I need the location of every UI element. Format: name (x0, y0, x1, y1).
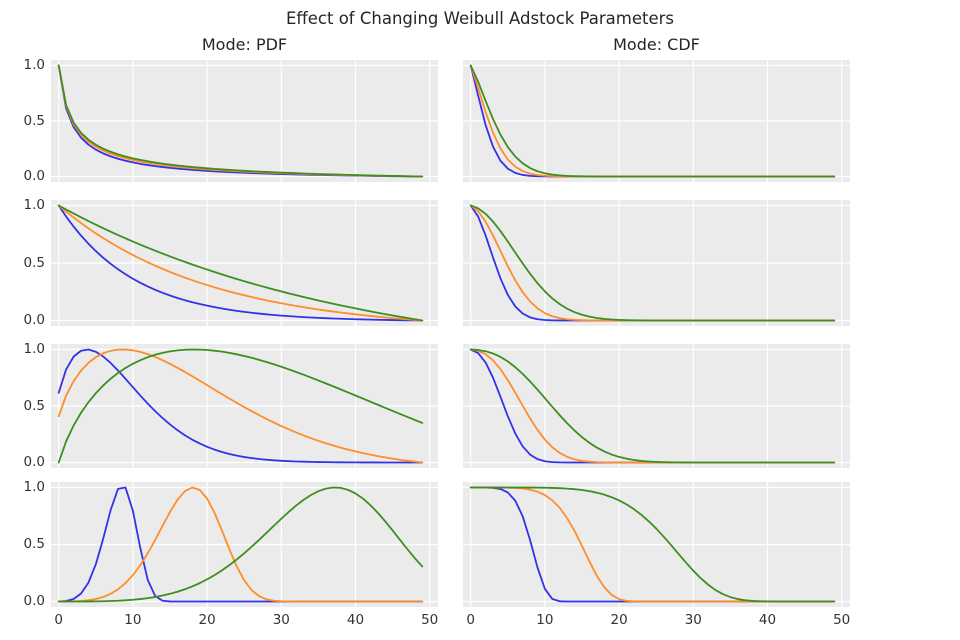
plot-area (463, 60, 850, 182)
series-scale-20-pdf-line (57, 486, 424, 603)
subplot-row4-cdf (463, 482, 850, 607)
series-scale-40-pdf-line (57, 64, 424, 178)
series-scale-40-pdf-line (57, 348, 424, 464)
x-tick-label: 0 (54, 612, 63, 628)
x-tick-label: 10 (536, 612, 554, 628)
x-tick-label: 0 (466, 612, 475, 628)
y-tick-label: 1.0 (23, 479, 45, 495)
subplot-row1-cdf (463, 60, 850, 182)
series-scale-40-cdf-line (469, 204, 836, 322)
column-title-cdf: Mode: CDF (613, 35, 700, 54)
plot-area (51, 60, 438, 182)
subplot-row1-pdf (51, 60, 438, 182)
y-tick-label: 1.0 (23, 57, 45, 73)
series-scale-10-pdf-line (57, 204, 424, 322)
y-tick-label: 0.5 (23, 254, 45, 271)
plot-area (51, 344, 438, 468)
plot-area (463, 200, 850, 326)
series-scale-40-cdf-line (469, 486, 836, 603)
y-tick-label: 0.0 (23, 593, 45, 609)
y-tick-label: 0.0 (23, 312, 45, 328)
x-tick-label: 50 (833, 612, 851, 628)
x-tick-label: 30 (684, 612, 702, 628)
x-tick-label: 20 (610, 612, 628, 628)
x-tick-label: 50 (421, 612, 439, 628)
y-tick-label: 0.5 (23, 536, 45, 552)
subplot-row4-pdf (51, 482, 438, 607)
series-scale-40-pdf-line (57, 204, 424, 322)
subplot-row2-pdf (51, 200, 438, 326)
plot-area (51, 482, 438, 607)
y-tick-label: 0.5 (23, 397, 45, 414)
x-tick-label: 30 (272, 612, 290, 628)
plot-area (463, 482, 850, 607)
x-tick-label: 40 (346, 612, 365, 628)
x-tick-label: 10 (124, 612, 142, 628)
plot-area (51, 200, 438, 326)
series-scale-40-cdf-line (469, 348, 836, 464)
series-scale-20-pdf-line (57, 204, 424, 322)
x-tick-label: 40 (758, 612, 777, 628)
subplot-row3-pdf (51, 344, 438, 468)
series-scale-40-cdf-line (469, 64, 836, 178)
x-tick-label: 20 (198, 612, 216, 628)
subplot-row3-cdf (463, 344, 850, 468)
y-tick-label: 0.0 (23, 168, 45, 184)
y-tick-label: 0.5 (23, 112, 45, 129)
y-tick-label: 1.0 (23, 197, 45, 213)
series-scale-40-pdf-line (57, 486, 424, 603)
column-title-pdf: Mode: PDF (201, 35, 288, 54)
figure-title: Effect of Changing Weibull Adstock Param… (285, 9, 675, 28)
subplot-row2-cdf (463, 200, 850, 326)
series-scale-20-pdf-line (57, 348, 424, 464)
plot-area (463, 344, 850, 468)
y-tick-label: 1.0 (23, 341, 45, 357)
y-tick-label: 0.0 (23, 454, 45, 470)
